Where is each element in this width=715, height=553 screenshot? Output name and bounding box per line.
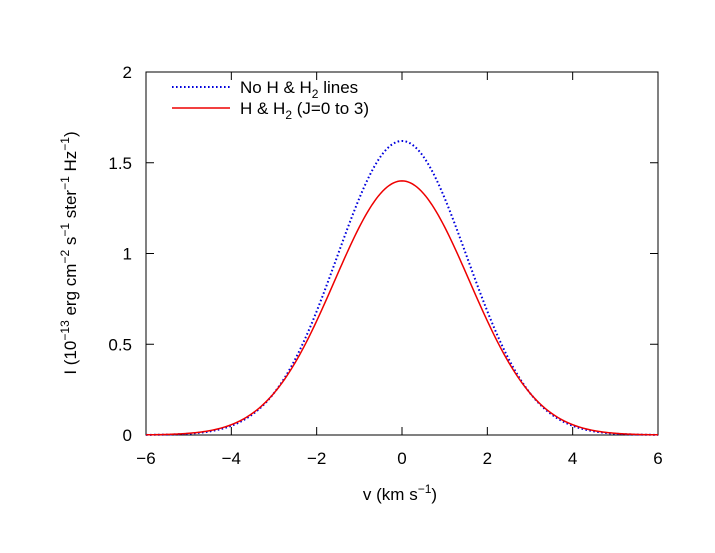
x-tick-label: −2 (307, 449, 326, 468)
tick-labels: −6 −4 −2 0 2 4 6 0 0.5 1 1.5 2 (108, 63, 662, 468)
x-tick-label: −4 (222, 449, 241, 468)
series-line-h-h2 (145, 180, 659, 436)
plot-frame (145, 71, 659, 436)
x-tick-label: −6 (136, 449, 155, 468)
legend-label-h-h2: H & H2 (J=0 to 3) (240, 99, 369, 122)
y-axis-label: I (10−13 erg cm−2 s−1 ster−1 Hz−1) (58, 131, 80, 374)
y-tick-label: 0.5 (108, 335, 132, 354)
y-tick-label: 0 (123, 426, 132, 445)
x-axis-label: v (km s−1) (363, 482, 437, 504)
legend-label-no-lines: No H & H2 lines (240, 78, 358, 101)
x-tick-label: 6 (653, 449, 662, 468)
legend: No H & H2 lines H & H2 (J=0 to 3) (172, 78, 369, 122)
axis-ticks (145, 71, 659, 436)
series-line-no-lines (145, 139, 659, 436)
series-lines (145, 139, 659, 436)
y-tick-label: 1.5 (108, 154, 132, 173)
y-tick-label: 2 (123, 63, 132, 82)
x-tick-label: 0 (397, 449, 406, 468)
y-tick-label: 1 (123, 245, 132, 264)
x-tick-label: 2 (483, 449, 492, 468)
x-tick-label: 4 (568, 449, 577, 468)
